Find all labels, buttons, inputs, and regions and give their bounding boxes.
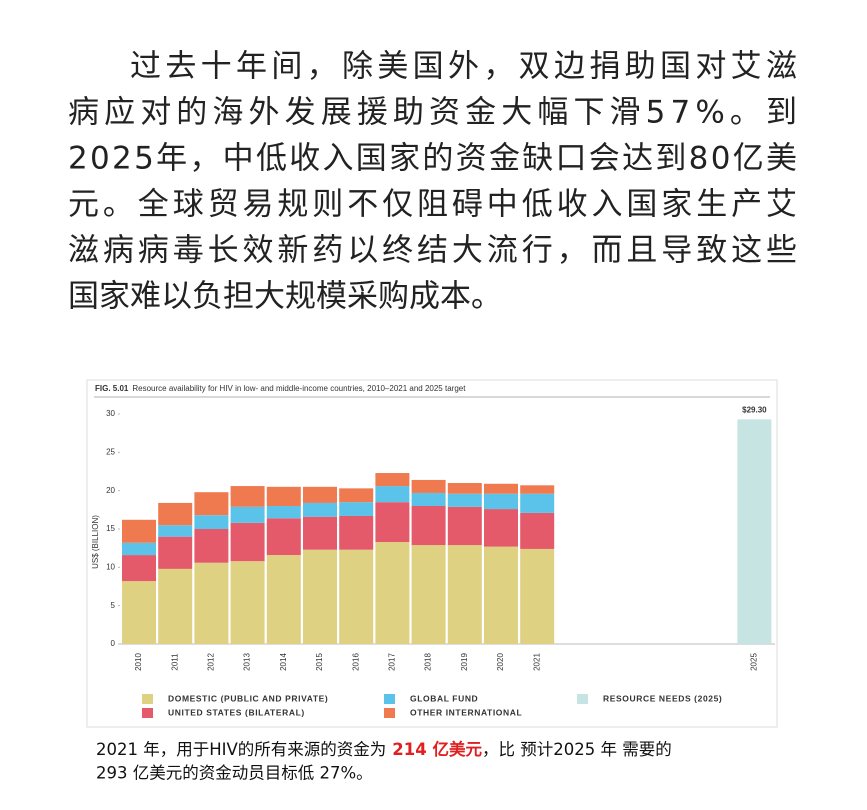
caption-text: 2021 年，用于HIV的所有来源的资金为 [96,740,386,759]
bar-segment [375,473,410,487]
bar-segment [375,542,410,644]
x-tick-label: 2017 [388,653,397,671]
bar-segment [375,502,410,543]
bar-segment [122,542,156,556]
x-tick-label: 2015 [315,653,324,671]
bar-segment [339,549,374,644]
chart-title-group: FIG. 5.01 Resource availability for HIV i… [95,384,466,393]
caption-line: 2021 年，用于HIV的所有来源的资金为 214 亿美元，比 预计2025 年 … [96,739,672,759]
paragraph-line: 2025年，中低收入国家的资金缺口会达到80亿美 [68,141,797,177]
bar-segment [484,483,518,494]
bar-segment [194,515,229,529]
bar-segment [303,486,337,503]
x-tick-label: 2019 [460,653,469,671]
bar-segment [520,493,555,513]
bar-segment [230,561,265,644]
bar-segment [266,486,301,506]
y-tick-label: 5 [111,601,116,610]
paragraph-line: 元。全球贸易规则不仅阻碍中低收入国家生产艾 [68,187,797,223]
bar-segment [737,419,772,644]
bar-segment [411,545,446,644]
bar-segment [447,545,482,644]
y-axis-label: US$ (BILLION) [91,515,100,569]
bar-segment [303,502,337,517]
bar-segment [158,525,193,537]
x-tick-label: 2018 [424,653,433,671]
bar-segment [230,506,265,523]
y-tick-label: 30 [106,409,115,418]
legend-swatch [577,694,588,704]
bar-segment [484,509,518,547]
paragraph-line: 国家难以负担大规模采购成本。 [68,279,502,315]
bar-segment [194,529,229,563]
bar-segment [122,581,156,644]
x-tick-label: 2013 [243,653,252,671]
bar-segment [266,518,301,556]
bar-segment [447,506,482,546]
bar-segment [158,502,193,526]
value-label: $29.30 [742,405,767,414]
bar-segment [158,568,193,644]
bar-segment [520,548,555,644]
bar-segment [266,555,301,644]
bar-segment [194,492,229,516]
x-tick-label: 2012 [207,653,216,671]
bar-segment [447,483,482,494]
bar-segment [122,519,156,543]
paragraph-line: 过去十年间，除美国外，双边捐助国对艾滋 [130,49,797,85]
bar-segment [339,515,374,550]
bar-segment [411,492,446,506]
legend-swatch [384,708,395,718]
legend-label: UNITED STATES (BILATERAL) [168,707,305,717]
legend-label: DOMESTIC (PUBLIC AND PRIVATE) [168,693,328,703]
bar-segment [266,506,301,519]
bar-segment [484,493,518,510]
legend-swatch [142,694,153,704]
bar-segment [122,555,156,582]
bar-segment [303,549,337,644]
paragraph-line: 滋病病毒长效新药以终结大流行，而且导致这些 [68,233,797,269]
bar-segment [411,479,446,493]
legend-label: GLOBAL FUND [410,693,478,703]
bar-segment [339,488,374,503]
bar-segment [158,536,193,569]
caption-text: 293 亿美元的资金动员目标低 27%。 [96,764,373,783]
y-tick-label: 25 [106,447,115,456]
legend-swatch [142,708,153,718]
bar-segment [447,493,482,507]
y-tick-label: 20 [106,486,115,495]
bar-segment [411,506,446,546]
legend-label: RESOURCE NEEDS (2025) [603,693,722,703]
x-tick-label: 2020 [496,653,505,671]
paragraph-line: 病应对的海外发展援助资金大幅下滑57%。到 [68,95,797,131]
chart-title: Resource availability for HIV in low- an… [132,384,466,393]
x-tick-label: 2010 [134,653,143,671]
caption-text: ，比 预计2025 年 需要的 [482,740,672,759]
x-tick-label: 2016 [351,653,360,671]
legend-swatch [384,694,395,704]
chart-frame [86,379,778,728]
x-tick-label: 2014 [279,653,288,671]
x-tick-label: 2025 [750,653,759,671]
legend-label: OTHER INTERNATIONAL [410,707,522,717]
bar-segment [339,502,374,516]
figure-label: FIG. 5.01 [95,384,129,393]
bar-segment [194,562,229,644]
x-tick-label: 2021 [532,653,541,671]
y-tick-label: 0 [111,639,116,648]
bar-segment [230,486,265,507]
bar-segment [520,512,555,549]
x-tick-label: 2011 [170,653,179,671]
bar-segment [520,485,555,494]
y-tick-label: 15 [106,524,115,533]
y-tick-label: 10 [106,562,115,571]
bar-segment [230,522,265,562]
bar-segment [375,486,410,503]
bar-segment [303,516,337,550]
caption-highlight: 214 亿美元 [392,739,482,759]
bar-segment [484,546,518,644]
